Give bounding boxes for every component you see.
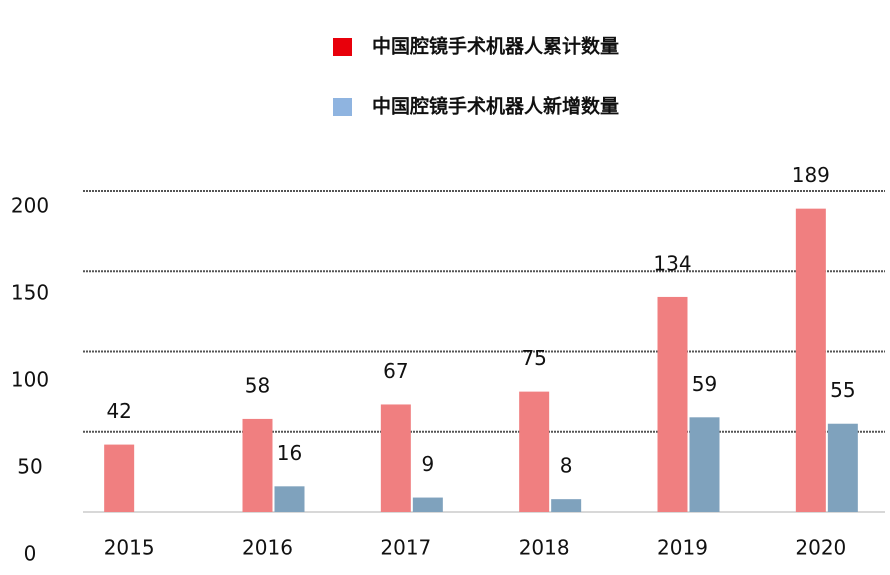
x-tick-label: 2015 (104, 536, 155, 560)
value-label: 9 (421, 452, 434, 476)
bar (242, 418, 273, 512)
bar (412, 497, 443, 512)
value-label: 67 (383, 359, 408, 383)
x-tick-label: 2017 (380, 536, 431, 560)
legend-label: 中国腔镜手术机器人累计数量 (372, 35, 619, 58)
x-tick-label: 2019 (657, 536, 708, 560)
value-label: 59 (692, 372, 717, 396)
value-label: 134 (653, 251, 691, 275)
value-label: 16 (277, 441, 302, 465)
x-tick-label: 2016 (242, 536, 293, 560)
value-label: 55 (830, 378, 855, 402)
y-tick-label: 0 (24, 542, 37, 566)
y-tick-label: 150 (11, 281, 49, 305)
bar (380, 404, 411, 512)
legend-label: 中国腔镜手术机器人新增数量 (372, 95, 619, 118)
bar (827, 423, 858, 512)
value-label: 58 (245, 373, 270, 397)
bar (274, 486, 305, 512)
bar (657, 296, 688, 512)
value-label: 42 (106, 399, 131, 423)
value-label: 8 (560, 454, 573, 478)
legend-swatch (333, 38, 352, 56)
y-tick-label: 100 (11, 368, 49, 392)
legend-swatch (333, 98, 352, 116)
x-tick-label: 2020 (795, 536, 846, 560)
bar (551, 499, 582, 512)
bar (519, 391, 550, 512)
y-tick-label: 200 (11, 194, 49, 218)
x-tick-label: 2018 (519, 536, 570, 560)
y-tick-label: 50 (17, 455, 42, 479)
bar (795, 208, 826, 512)
bar (689, 417, 720, 512)
value-label: 189 (792, 163, 830, 187)
bar (104, 444, 135, 512)
value-label: 75 (521, 346, 546, 370)
